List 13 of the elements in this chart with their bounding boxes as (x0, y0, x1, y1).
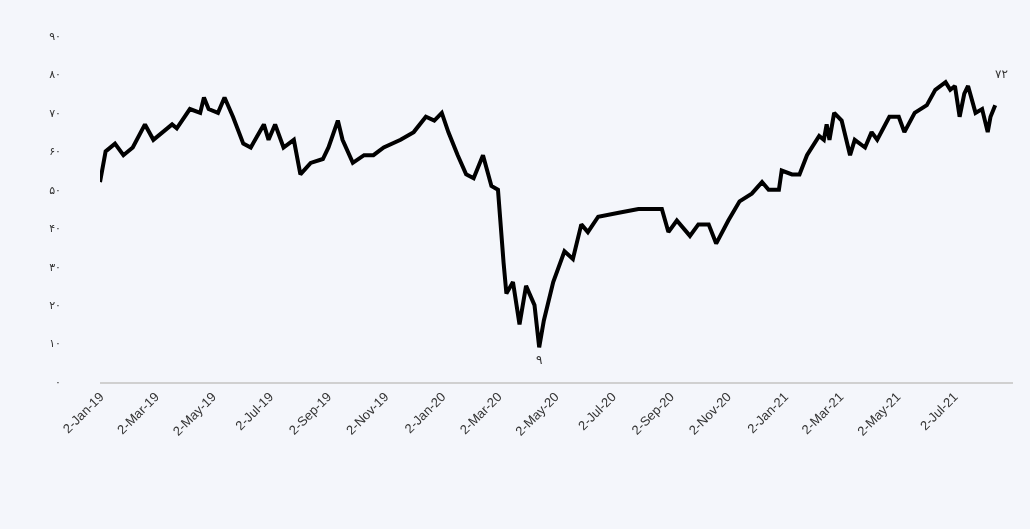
annotation: ۷۲ (995, 67, 1008, 81)
y-tick-label: ۳۰ (49, 260, 61, 274)
y-tick-label: ۰ (55, 375, 61, 389)
y-tick-label: ۹۰ (49, 29, 61, 43)
y-tick-label: ۵۰ (49, 183, 61, 197)
y-tick-label: ۱۰ (49, 337, 61, 351)
y-tick-label: ۸۰ (49, 68, 61, 82)
annotation: ۹ (536, 353, 543, 367)
y-tick-label: ۲۰ (49, 298, 61, 312)
y-tick-label: ۴۰ (49, 222, 61, 236)
line-series (100, 80, 998, 350)
y-tick-label: ۷۰ (49, 106, 61, 120)
y-tick-label: ۶۰ (49, 145, 61, 159)
